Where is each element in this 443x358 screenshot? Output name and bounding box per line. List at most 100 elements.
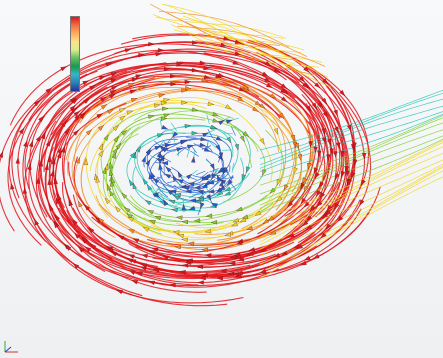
streamline [161,141,171,146]
flow-arrow [241,214,249,219]
streamline [79,76,303,193]
flow-arrow [201,77,209,82]
flow-arrow [211,202,218,208]
flow-arrow [55,197,61,205]
streamline [200,171,209,179]
flow-arrow [34,218,39,226]
flow-arrow [176,178,184,184]
flow-arrow [226,179,233,186]
flow-arrow [203,147,211,152]
flow-arrow [141,155,146,163]
flow-arrow [252,106,259,112]
flow-arrow [23,140,28,148]
flow-arrow [361,153,367,160]
flow-arrow [158,48,165,53]
flow-arrow [259,268,267,273]
flow-arrow [98,75,106,81]
flow-arrow [321,97,327,105]
flow-arrow [176,147,183,152]
flow-arrow [229,254,237,259]
flow-arrow [22,187,27,194]
color-legend[interactable] [70,8,116,94]
flow-arrow [216,174,222,182]
flow-arrow [54,214,61,221]
flow-arrow [148,250,156,255]
streamline [284,102,332,217]
streamline [9,43,345,140]
flow-arrow [262,218,269,225]
flow-arrow [333,109,338,117]
flow-arrow [95,175,100,183]
streamline [150,108,298,233]
streamline [189,193,199,199]
streamline [156,157,245,199]
flow-arrow [53,177,58,185]
flow-arrow [60,66,68,72]
streamline [106,162,155,225]
flow-arrow [173,195,180,201]
flow-arrow [181,88,188,93]
flow-arrow [326,204,333,212]
flow-arrow [85,129,92,136]
flow-arrow [317,150,322,158]
flow-arrow [148,280,155,285]
streamline [95,217,276,265]
flow-arrow [188,205,196,210]
flow-arrow [184,85,192,91]
flow-arrow [110,78,118,83]
streamline [259,117,443,195]
flow-arrow [140,263,148,268]
flow-arrow [259,138,265,145]
streamline [170,122,178,132]
flow-arrow [179,270,186,275]
streamline [259,111,443,173]
streamline [180,125,239,170]
flow-arrow [303,185,309,193]
flow-arrow [313,167,319,175]
flow-arrow [320,232,327,239]
streamline [146,138,208,190]
streamline [259,153,443,243]
flow-arrow [194,185,201,190]
flow-arrow [159,145,166,151]
flow-arrow [148,42,155,47]
streamline [259,142,443,230]
flow-arrow [203,65,210,71]
flow-arrow [152,192,160,198]
flow-arrow [70,107,77,114]
flow-arrow [335,173,340,181]
flow-arrow [239,217,247,223]
flow-arrow [308,141,313,148]
flow-arrow [326,154,331,161]
flow-arrow [314,172,320,179]
flow-arrow [57,146,62,154]
flow-arrow [296,244,303,250]
flow-arrow [0,151,3,158]
streamline [8,50,294,297]
flow-arrow [74,113,81,121]
flow-arrow [72,129,80,136]
flow-arrow [15,157,20,164]
flow-arrow [33,100,40,107]
flow-arrow [53,221,59,229]
flow-arrow [111,85,118,91]
flow-arrow [177,171,183,178]
flow-arrow [169,74,177,79]
flow-arrow [102,167,107,174]
flow-arrow [128,229,135,234]
flow-arrow [98,150,104,157]
streamline [259,135,443,209]
streamline [143,217,267,239]
flow-arrow [61,120,67,127]
flow-arrow [128,270,136,275]
flow-arrow [193,218,201,223]
flow-arrow [44,163,49,171]
flow-arrow [204,253,212,258]
streamline [39,64,213,279]
flow-arrow [138,86,146,91]
flow-arrow [287,201,294,208]
flow-arrow [191,156,196,163]
flow-arrow [207,101,215,106]
